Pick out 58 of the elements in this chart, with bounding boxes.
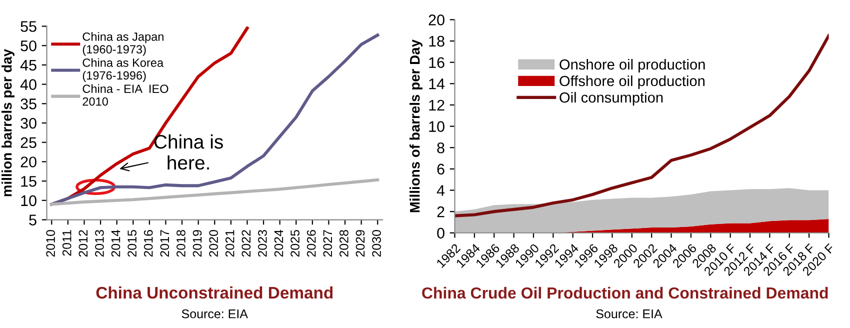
x-tick-label: 2020 (209, 230, 218, 257)
y-tick-label: 6 (437, 164, 444, 175)
y-tick-label: 8 (437, 142, 444, 154)
y-tick-label: 10 (21, 195, 36, 206)
y-tick-label: 2 (437, 206, 444, 218)
legend-label: Offshore oil production (560, 75, 704, 90)
x-tick-label: 2023 (258, 230, 267, 257)
x-tick-label: 2030 (372, 230, 381, 257)
legend-label: Onshore oil production (560, 58, 705, 73)
x-tick-label: 2028 (340, 230, 348, 257)
annotation: China is here. (154, 134, 223, 170)
x-tick-label: 2027 (323, 230, 332, 257)
legend-label: China as Korea (1976-1996) (82, 58, 164, 82)
x-tick-label: 2015 (128, 230, 136, 257)
x-tick-label: 2013 (95, 230, 104, 257)
y-tick-label: 0 (437, 228, 444, 239)
x-tick-label: 2010 (46, 230, 55, 257)
x-tick-label: 2016 (144, 230, 153, 257)
x-tick-label: 2017 (160, 230, 170, 257)
text: China Unconstrained Demand (96, 286, 333, 299)
y-tick-label: 16 (429, 57, 444, 68)
line-series (454, 34, 829, 218)
y-tick-label: 10 (429, 121, 444, 132)
legend-label: China as Japan (1960-1973) (82, 32, 164, 56)
y-tick-label: 18 (429, 36, 444, 47)
y-axis-title: million barrels per day (2, 48, 14, 196)
legend-label: China - EIA IEO 2010 (82, 84, 168, 106)
y-tick-label: 45 (20, 60, 36, 71)
y-tick-label: 30 (20, 118, 36, 129)
x-tick-label: 2021 (225, 230, 234, 257)
x-tick-label: 2011 (62, 230, 72, 256)
y-tick-label: 20 (20, 156, 36, 168)
y-tick-label: 35 (20, 98, 36, 110)
x-tick-label: 2019 (192, 230, 202, 257)
y-tick-label: 50 (20, 40, 36, 52)
y-tick-label: 14 (429, 78, 445, 90)
x-tick-label: 2022 (242, 230, 251, 257)
x-tick-label: 2026 (306, 230, 316, 257)
text: China Crude Oil Production and Constrained Demand (422, 286, 828, 299)
x-tick-label: 2029 (356, 230, 365, 257)
x-tick-label: 2024 (274, 230, 284, 257)
y-axis-title: Millions of barrels per Day (410, 40, 422, 212)
y-tick-label: 4 (436, 185, 445, 196)
y-tick-label: 55 (20, 21, 36, 32)
x-tick-label: 2018 (176, 230, 186, 257)
x-tick-label: 2025 (290, 230, 300, 257)
source-note: Source: EIA (182, 309, 248, 318)
y-tick-label: 15 (21, 176, 36, 187)
y-tick-label: 40 (20, 79, 36, 90)
y-tick-label: 12 (429, 100, 444, 110)
source-note: Source: EIA (596, 309, 662, 318)
y-tick-label: 25 (20, 137, 36, 148)
x-tick-label: 2014 (111, 230, 120, 257)
legend-label: Oil consumption (560, 92, 663, 106)
y-tick-label: 20 (428, 14, 444, 26)
x-tick-label: 2012 (78, 230, 88, 257)
line-series (50, 178, 380, 206)
y-tick-label: 5 (29, 214, 36, 226)
